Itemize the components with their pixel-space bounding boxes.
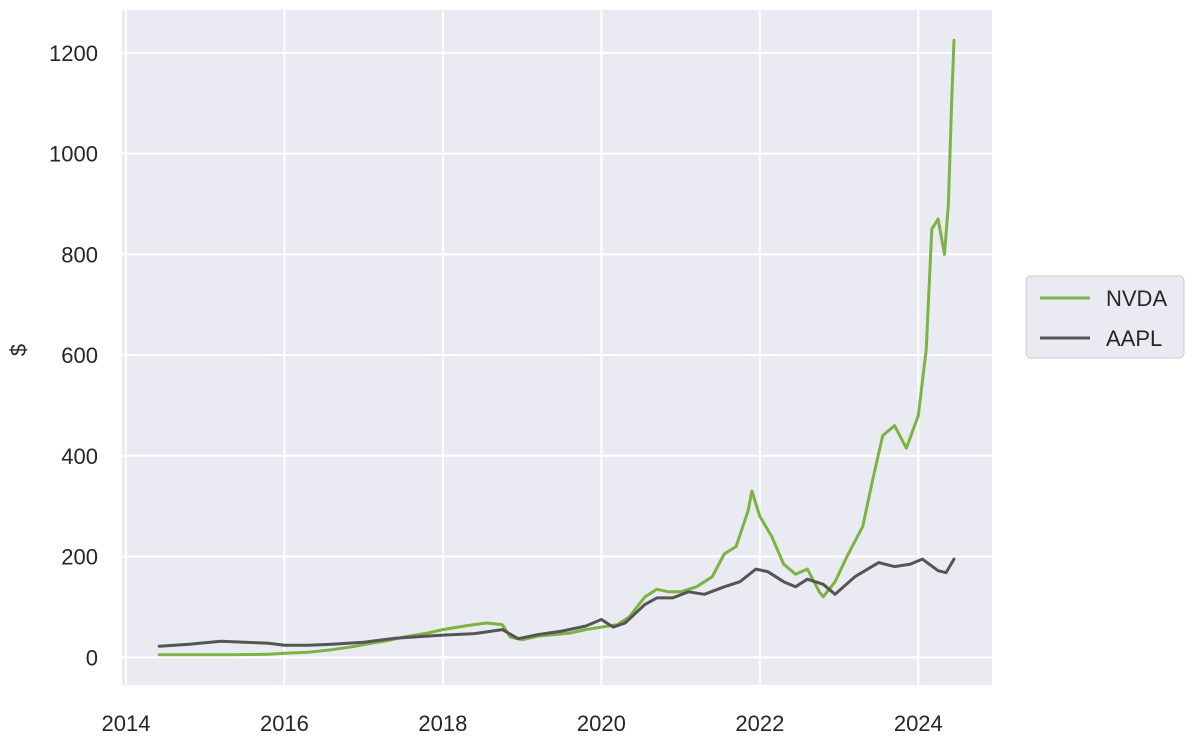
x-tick-label: 2016 xyxy=(260,711,309,736)
x-tick-label: 2024 xyxy=(894,711,943,736)
x-axis-ticks: 2014 2016 2018 2020 2022 2024 xyxy=(101,711,942,736)
y-tick-label: 0 xyxy=(86,645,98,670)
x-tick-label: 2020 xyxy=(577,711,626,736)
y-tick-label: 1200 xyxy=(49,41,98,66)
y-tick-label: 400 xyxy=(61,444,98,469)
y-tick-label: 800 xyxy=(61,242,98,267)
y-tick-label: 600 xyxy=(61,343,98,368)
y-tick-label: 1000 xyxy=(49,142,98,167)
series-line-aapl xyxy=(157,557,956,648)
x-tick-label: 2018 xyxy=(418,711,467,736)
grid-lines xyxy=(122,10,992,685)
x-tick-label: 2022 xyxy=(735,711,784,736)
legend-label-aapl: AAPL xyxy=(1106,326,1162,351)
series-lines xyxy=(157,38,956,657)
legend-label-nvda: NVDA xyxy=(1106,286,1167,311)
y-axis-ticks: 0 200 400 600 800 1000 1200 xyxy=(49,41,98,670)
legend: NVDA AAPL xyxy=(1025,275,1185,359)
y-tick-label: 200 xyxy=(61,545,98,570)
x-tick-label: 2014 xyxy=(101,711,150,736)
plot-background xyxy=(122,10,992,685)
y-axis-label: $ xyxy=(6,344,31,356)
